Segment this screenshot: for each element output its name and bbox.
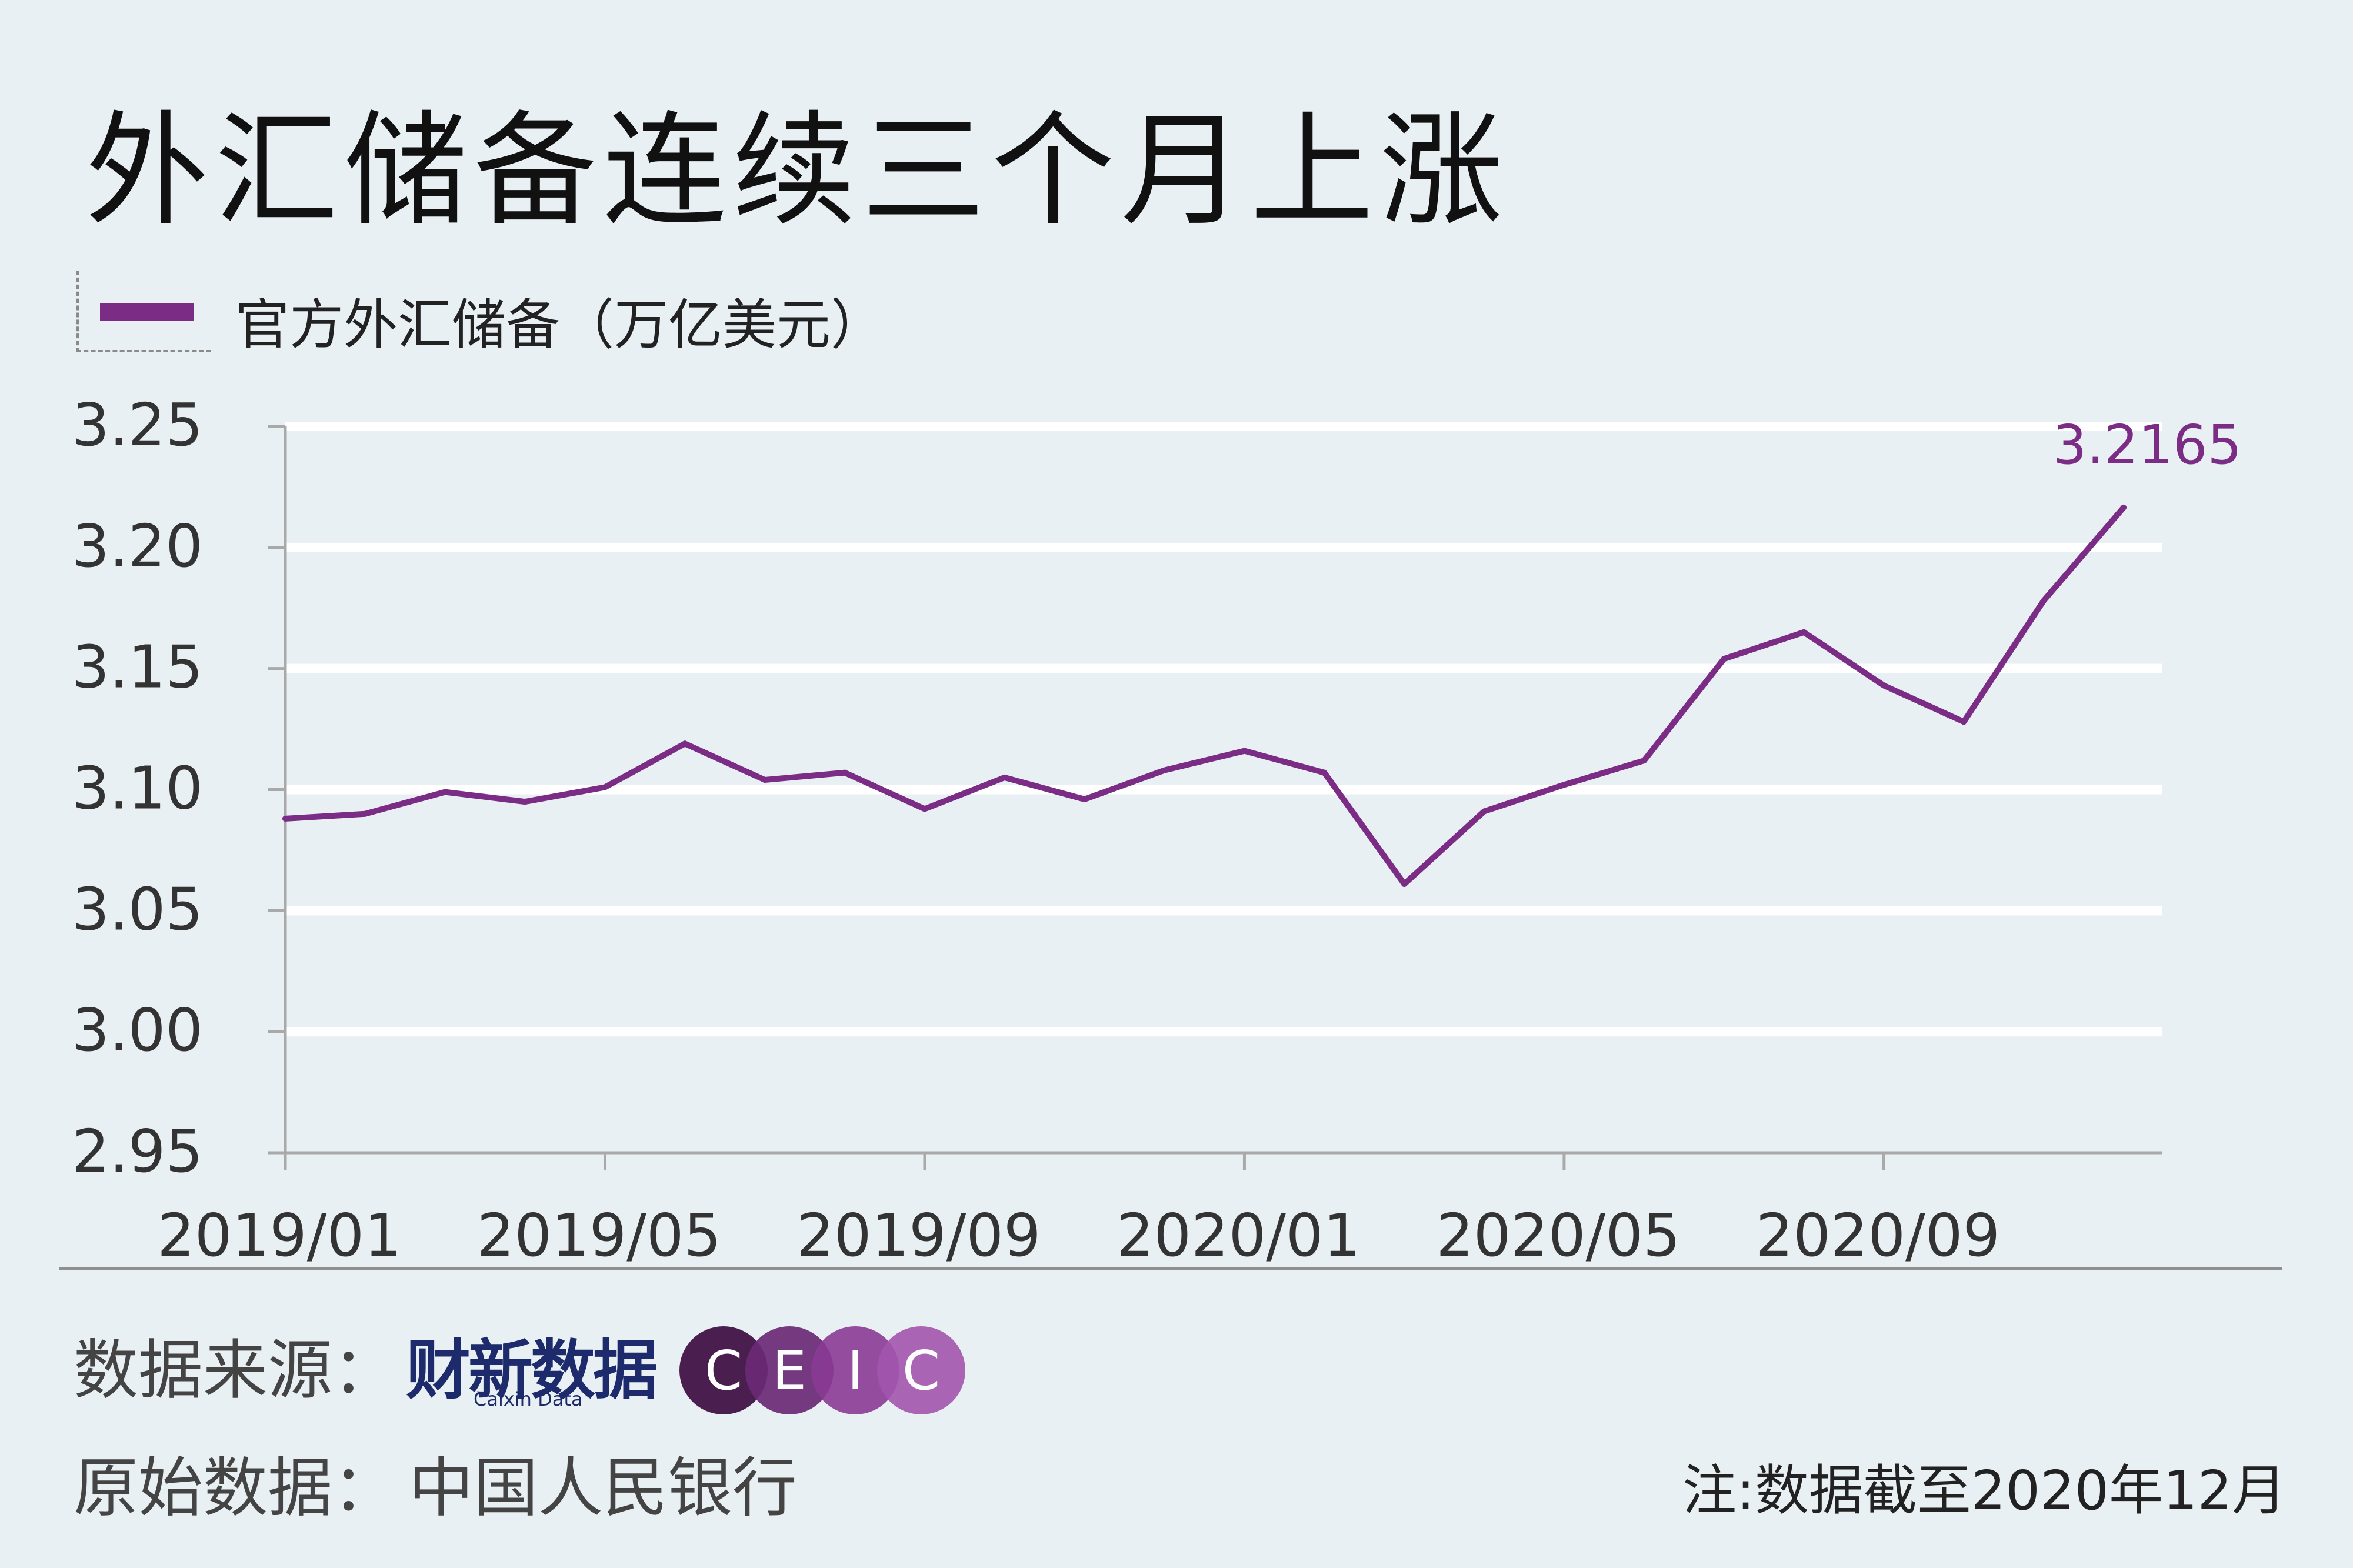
y-tick-label: 3.00 [72, 996, 203, 1065]
source-label: 数据来源： [74, 1333, 397, 1408]
data-point [1321, 769, 1328, 776]
ceic-letter-i: I [811, 1326, 899, 1414]
chart-title: 外汇储备连续三个月上涨 [85, 99, 1509, 243]
data-point [1721, 656, 1727, 662]
y-tick-label: 3.20 [72, 512, 203, 581]
data-point [1561, 782, 1567, 788]
data-point [602, 784, 608, 790]
y-tick-label: 3.15 [72, 633, 203, 702]
data-point [1161, 767, 1168, 773]
x-tick-label: 2019/09 [796, 1201, 1041, 1270]
series-line [282, 504, 2127, 888]
raw-data-source: 中国人民银行 [409, 1450, 797, 1526]
data-point [1001, 774, 1008, 780]
data-point [1481, 808, 1488, 815]
data-point [1881, 682, 1887, 689]
legend-box [76, 271, 211, 352]
data-point [1401, 881, 1408, 888]
raw-data-label: 原始数据： [74, 1450, 397, 1526]
y-tick-label: 3.05 [72, 875, 203, 943]
y-tick-label: 3.10 [72, 754, 203, 823]
data-point [921, 806, 928, 812]
data-point [282, 815, 288, 822]
legend-swatch [100, 303, 194, 321]
x-tick-label: 2020/09 [1756, 1201, 2000, 1270]
data-point [762, 777, 768, 783]
data-point [682, 740, 688, 747]
data-point [1641, 758, 1647, 764]
x-tick-label: 2019/05 [477, 1201, 721, 1270]
data-point [1241, 748, 1248, 754]
data-point [2121, 504, 2127, 511]
x-tick-label: 2020/05 [1436, 1201, 1680, 1270]
footer-divider [59, 1267, 2282, 1270]
y-tick-label: 2.95 [72, 1117, 203, 1186]
legend-label: 官方外汇储备（万亿美元） [235, 293, 885, 356]
data-point [842, 769, 848, 776]
last-value-label: 3.2165 [2052, 413, 2242, 476]
data-point [1961, 719, 1967, 725]
data-point [1081, 796, 1088, 802]
x-tick-label: 2020/01 [1116, 1201, 1361, 1270]
data-point [1801, 629, 1807, 635]
caixin-logo-subtitle: Caixin Data [474, 1388, 583, 1410]
ceic-letter-e: E [745, 1326, 834, 1414]
data-point [522, 799, 528, 805]
y-tick-label: 3.25 [72, 391, 203, 459]
x-tick-label: 2019/01 [157, 1201, 401, 1270]
data-point [2041, 598, 2047, 604]
caixin-logo: 财新数据 [406, 1333, 658, 1408]
data-point [362, 810, 368, 817]
ceic-letter-c2: C [877, 1326, 965, 1414]
ceic-logo: C E I C [679, 1326, 968, 1414]
data-cutoff-note: 注:数据截至2020年12月 [1682, 1459, 2287, 1522]
data-point [442, 789, 448, 795]
